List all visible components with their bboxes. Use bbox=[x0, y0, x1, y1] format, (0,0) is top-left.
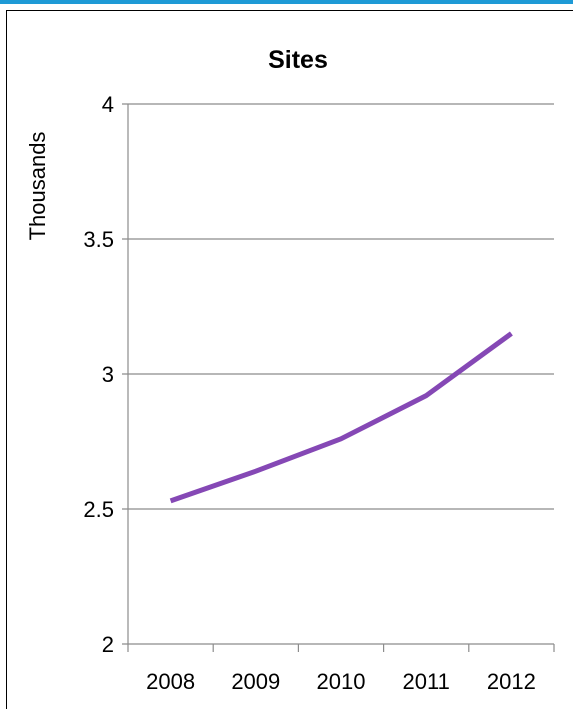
y-tick-labels: 2 2.5 3 3.5 4 bbox=[83, 92, 114, 657]
x-tick-label: 2010 bbox=[317, 669, 366, 694]
series-layer bbox=[169, 331, 513, 504]
gridlines bbox=[122, 103, 554, 510]
axes bbox=[122, 104, 555, 652]
y-tick-label: 2.5 bbox=[83, 497, 114, 522]
y-tick-label: 2 bbox=[102, 632, 114, 657]
y-tick-label: 3 bbox=[102, 362, 114, 387]
x-tick-label: 2008 bbox=[146, 669, 195, 694]
top-accent-bar bbox=[0, 0, 573, 4]
x-tick-label: 2009 bbox=[231, 669, 280, 694]
x-tick-labels: 2008 2009 2010 2011 2012 bbox=[146, 669, 536, 694]
y-axis-label: Thousands bbox=[25, 132, 50, 241]
series-line bbox=[169, 331, 513, 504]
y-tick-label: 4 bbox=[102, 92, 114, 117]
chart-frame bbox=[6, 10, 573, 709]
y-tick-label: 3.5 bbox=[83, 227, 114, 252]
x-tick-label: 2012 bbox=[487, 669, 536, 694]
x-tick-label: 2011 bbox=[403, 669, 450, 694]
chart-title: Sites bbox=[268, 46, 328, 74]
